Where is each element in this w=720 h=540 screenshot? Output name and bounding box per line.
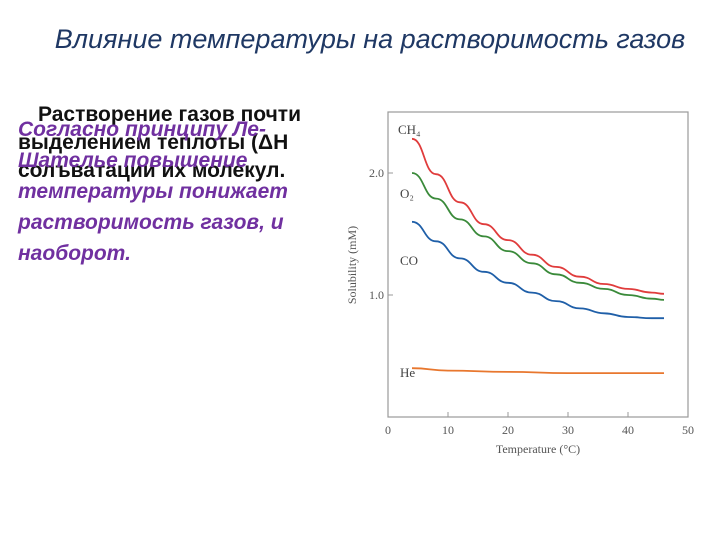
series-label-o2: O₂ xyxy=(400,186,414,201)
series-line-1 xyxy=(411,172,665,301)
body-line-1: Растворение газов почти xyxy=(38,103,301,126)
series-line-0 xyxy=(411,137,665,295)
series-label-he: He xyxy=(400,365,415,380)
x-tick-label: 40 xyxy=(622,423,634,437)
x-axis-ticks: 0 10 20 30 40 50 xyxy=(385,412,694,437)
slide-title: Влияние температуры на растворимость газ… xyxy=(54,24,686,54)
y-tick-label: 1.0 xyxy=(369,288,384,302)
y-axis-ticks: 1.0 2.0 xyxy=(369,166,393,302)
x-tick-label: 30 xyxy=(562,423,574,437)
series-line-3 xyxy=(411,367,664,374)
series-label-co: CO xyxy=(400,253,418,268)
x-tick-label: 50 xyxy=(682,423,694,437)
x-tick-label: 0 xyxy=(385,423,391,437)
body-text: Растворение газов почти выделением тепло… xyxy=(18,101,348,185)
y-axis-title: Solubility (mM) xyxy=(345,226,359,304)
body-line-3: солъватации их молекул. xyxy=(18,159,286,182)
solubility-chart: 0 10 20 30 40 50 1.0 2.0 CH₄ O₂ CO He Temperat… xyxy=(345,111,694,456)
plot-frame xyxy=(387,111,689,418)
series-lines xyxy=(411,137,665,374)
series-label-ch4: CH₄ xyxy=(398,122,421,137)
y-tick-label: 2.0 xyxy=(369,166,384,180)
x-axis-title: Temperature (°C) xyxy=(496,442,580,456)
le-chatelier-note: Согласно принципу Ле-Шателье повышение т… xyxy=(18,118,288,265)
x-tick-label: 20 xyxy=(502,423,514,437)
series-line-2 xyxy=(411,220,664,320)
body-line-2: выделением теплоты (ΔН xyxy=(18,131,289,154)
x-tick-label: 10 xyxy=(442,423,454,437)
